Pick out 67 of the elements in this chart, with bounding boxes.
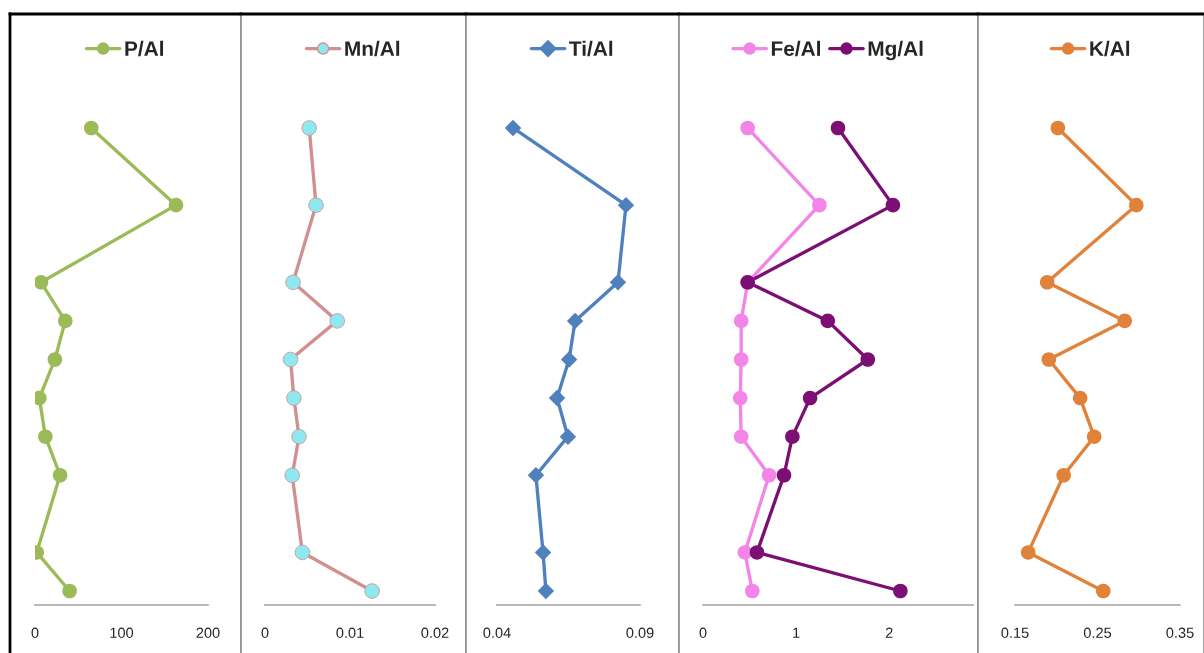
point — [83, 120, 99, 136]
point — [57, 313, 73, 329]
x-tick-label: 0.02 — [421, 627, 449, 638]
x-tick-label: 2 — [885, 627, 893, 638]
point — [740, 120, 755, 136]
x-tick-label: 0.25 — [1083, 627, 1112, 638]
point — [617, 196, 635, 214]
point — [35, 275, 49, 290]
point — [62, 583, 77, 599]
x-tick-label: 1 — [793, 627, 800, 638]
point — [776, 467, 792, 483]
point — [749, 545, 765, 560]
legend-label: K/Al — [1090, 40, 1130, 57]
point — [761, 467, 777, 483]
point — [1039, 275, 1055, 290]
point — [566, 312, 584, 330]
point — [560, 351, 578, 368]
point — [860, 352, 876, 367]
x-tick-label: 0 — [699, 627, 707, 638]
point — [1086, 429, 1102, 444]
point — [830, 120, 846, 136]
point — [737, 545, 753, 560]
legend-label: Mn/Al — [345, 40, 400, 57]
point — [732, 390, 748, 406]
point — [893, 583, 908, 599]
point — [1072, 390, 1088, 406]
point — [1117, 313, 1133, 329]
point — [733, 429, 749, 444]
point — [548, 389, 566, 407]
x-tick-label: 0.01 — [336, 627, 364, 638]
legend-label: P/Al — [125, 40, 164, 57]
x-tick-label: 200 — [196, 627, 220, 638]
point — [1041, 352, 1057, 367]
x-tick-label: 0.09 — [626, 627, 654, 638]
point — [52, 467, 68, 483]
point — [820, 313, 836, 329]
legend-label: Mg/Al — [868, 40, 923, 61]
point — [812, 197, 827, 213]
point — [559, 428, 577, 445]
point — [1050, 120, 1066, 136]
legend-label: Fe/Al — [771, 40, 820, 57]
point — [1056, 467, 1071, 483]
legend-label: Ti/Al — [569, 40, 613, 57]
point — [38, 429, 53, 444]
x-tick-label: 100 — [110, 627, 134, 638]
point — [609, 274, 627, 291]
point — [785, 429, 800, 444]
point — [504, 119, 522, 137]
point — [1020, 545, 1036, 560]
point — [1095, 583, 1111, 599]
point — [885, 197, 901, 213]
point — [802, 390, 818, 406]
point — [537, 582, 555, 600]
x-tick-label: 0.04 — [483, 627, 511, 638]
point — [168, 197, 184, 213]
point — [47, 352, 63, 367]
x-tick-label: 0.15 — [1001, 627, 1029, 638]
point — [733, 313, 749, 329]
x-tick-label: 0 — [31, 627, 39, 638]
x-tick-label: 0 — [261, 627, 269, 638]
point — [527, 467, 545, 484]
point — [745, 583, 760, 599]
x-tick-label: 0.35 — [1166, 627, 1194, 638]
point — [35, 390, 47, 406]
point — [733, 352, 749, 367]
point — [534, 544, 552, 561]
point — [1128, 197, 1144, 213]
